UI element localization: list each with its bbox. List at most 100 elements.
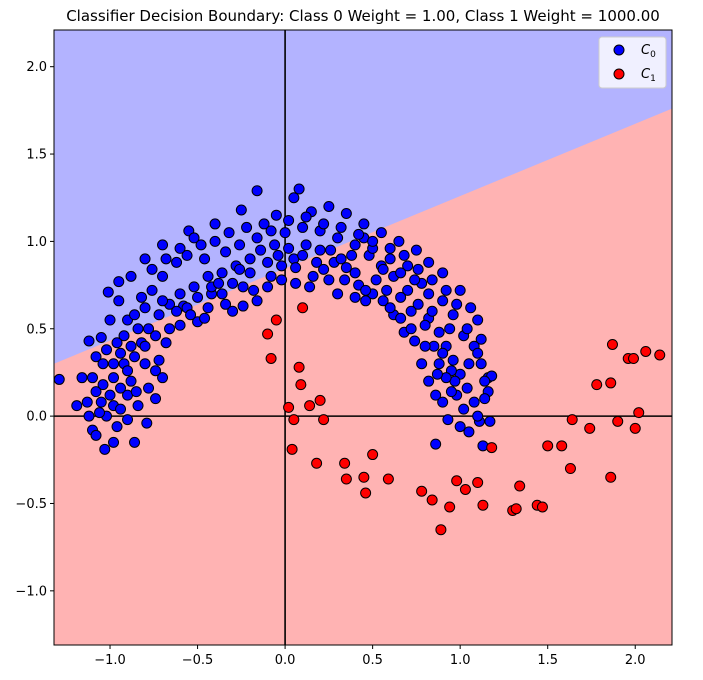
point-c0 bbox=[111, 421, 123, 433]
point-c0 bbox=[442, 414, 454, 426]
point-c0 bbox=[283, 214, 295, 226]
point-c1 bbox=[556, 440, 568, 452]
point-c0 bbox=[395, 312, 407, 324]
point-c0 bbox=[199, 312, 211, 324]
point-c1 bbox=[297, 302, 309, 314]
point-c0 bbox=[465, 302, 477, 314]
point-c0 bbox=[358, 218, 370, 230]
point-c0 bbox=[101, 344, 113, 356]
point-c1 bbox=[283, 401, 295, 413]
series-c0 bbox=[54, 183, 498, 455]
point-c0 bbox=[437, 396, 449, 408]
legend-label-c0-base: C bbox=[641, 43, 651, 58]
x-tick-label: 1.5 bbox=[537, 653, 558, 668]
point-c0 bbox=[71, 400, 83, 412]
point-c0 bbox=[265, 225, 277, 237]
point-c0 bbox=[468, 396, 480, 408]
point-c0 bbox=[174, 319, 186, 331]
point-c0 bbox=[108, 372, 120, 384]
point-c0 bbox=[349, 267, 361, 279]
point-c0 bbox=[104, 314, 116, 326]
legend: C0 C1 bbox=[598, 36, 667, 89]
y-tick-label: 1.5 bbox=[26, 148, 47, 163]
point-c0 bbox=[122, 365, 134, 377]
point-c0 bbox=[113, 276, 125, 288]
point-c0 bbox=[139, 358, 151, 370]
point-c0 bbox=[423, 375, 435, 387]
point-c0 bbox=[472, 410, 484, 422]
point-c0 bbox=[223, 227, 235, 239]
point-c0 bbox=[188, 281, 200, 293]
point-c1 bbox=[536, 501, 548, 513]
point-c0 bbox=[297, 249, 309, 261]
point-c0 bbox=[90, 429, 102, 441]
point-c0 bbox=[288, 192, 300, 204]
point-c0 bbox=[83, 335, 95, 347]
point-c0 bbox=[129, 351, 141, 363]
y-tick-label: −0.5 bbox=[15, 497, 47, 512]
point-c0 bbox=[423, 288, 435, 300]
svg-text:C0: C0 bbox=[641, 43, 656, 60]
point-c0 bbox=[384, 253, 396, 265]
point-c0 bbox=[132, 400, 144, 412]
y-tick-label: 1.0 bbox=[26, 235, 47, 250]
y-tick-label: 0.0 bbox=[26, 410, 47, 425]
legend-label-c1-sub: 1 bbox=[650, 74, 656, 84]
point-c0 bbox=[381, 284, 393, 296]
point-c0 bbox=[395, 267, 407, 279]
point-c0 bbox=[384, 242, 396, 254]
point-c0 bbox=[129, 309, 141, 321]
point-c0 bbox=[115, 347, 127, 359]
point-c0 bbox=[323, 274, 335, 286]
point-c0 bbox=[90, 351, 102, 363]
point-c1 bbox=[514, 480, 526, 492]
point-c0 bbox=[405, 323, 417, 335]
point-c0 bbox=[118, 330, 130, 342]
point-c0 bbox=[227, 305, 239, 317]
point-c1 bbox=[591, 379, 603, 391]
point-c1 bbox=[416, 485, 428, 497]
point-c0 bbox=[136, 291, 148, 303]
point-c0 bbox=[458, 403, 470, 415]
point-c0 bbox=[323, 200, 335, 212]
point-c1 bbox=[633, 407, 645, 419]
point-c1 bbox=[640, 345, 652, 357]
svg-text:C1: C1 bbox=[641, 67, 656, 84]
point-c0 bbox=[174, 288, 186, 300]
point-c0 bbox=[153, 309, 165, 321]
point-c0 bbox=[143, 382, 155, 394]
point-c1 bbox=[605, 471, 617, 483]
point-c0 bbox=[412, 263, 424, 275]
point-c1 bbox=[288, 414, 300, 426]
point-c0 bbox=[90, 386, 102, 398]
point-c1 bbox=[605, 377, 617, 389]
point-c0 bbox=[349, 239, 361, 251]
point-c0 bbox=[346, 249, 358, 261]
point-c0 bbox=[265, 270, 277, 282]
point-c0 bbox=[419, 319, 431, 331]
point-c1 bbox=[340, 473, 352, 485]
point-c0 bbox=[445, 386, 457, 398]
point-c1 bbox=[358, 471, 370, 483]
point-c0 bbox=[251, 295, 263, 307]
point-c0 bbox=[325, 244, 337, 256]
point-c0 bbox=[297, 221, 309, 233]
point-c0 bbox=[290, 277, 302, 289]
point-c0 bbox=[402, 260, 414, 272]
point-c0 bbox=[412, 298, 424, 310]
point-c0 bbox=[234, 239, 246, 251]
point-c0 bbox=[220, 298, 232, 310]
point-c0 bbox=[395, 291, 407, 303]
point-c0 bbox=[293, 183, 305, 195]
point-c0 bbox=[475, 358, 487, 370]
point-c1 bbox=[318, 414, 330, 426]
point-c0 bbox=[430, 438, 442, 450]
point-c1 bbox=[339, 457, 351, 469]
point-c0 bbox=[269, 239, 281, 251]
point-c0 bbox=[461, 323, 473, 335]
point-c0 bbox=[353, 228, 365, 240]
point-c1 bbox=[451, 475, 463, 487]
point-c0 bbox=[447, 354, 459, 366]
point-c0 bbox=[157, 239, 169, 251]
point-c0 bbox=[146, 284, 158, 296]
